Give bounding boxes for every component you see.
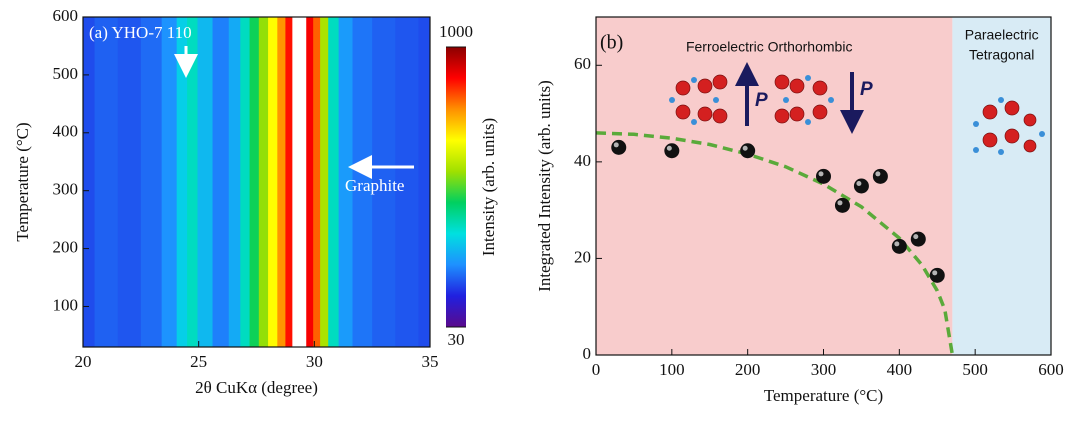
point-highlight bbox=[613, 142, 619, 148]
heatmap-cell bbox=[328, 17, 340, 347]
panel-b: Ferroelectric Orthorhombic Paraelectric Te… bbox=[535, 16, 1064, 405]
plot-frame bbox=[82, 16, 431, 348]
heatmap-cell bbox=[140, 17, 163, 347]
crystal-icons bbox=[669, 62, 1045, 155]
x-tick-label: 500 bbox=[962, 360, 988, 379]
heatmap-cell bbox=[258, 17, 269, 347]
heatmap-cell bbox=[372, 17, 396, 347]
y-axis-label: Temperature (°C) bbox=[13, 122, 32, 241]
data-point bbox=[853, 178, 869, 194]
x-tick-label: 20 bbox=[75, 352, 92, 371]
data-point bbox=[740, 143, 756, 159]
y-tick-label: 0 bbox=[583, 344, 592, 363]
heatmap-cell bbox=[418, 17, 431, 347]
heatmap-cell bbox=[212, 17, 230, 347]
y-tick-label: 100 bbox=[53, 295, 79, 314]
colorbar-label: Intensity (arb. units) bbox=[479, 118, 498, 256]
polarization-label: P bbox=[860, 79, 873, 100]
y-tick-label: 400 bbox=[53, 122, 79, 141]
heatmap-cell bbox=[197, 17, 214, 347]
heatmap-cell bbox=[161, 17, 178, 347]
y-tick-label: 200 bbox=[53, 237, 79, 256]
annotation: Graphite bbox=[345, 176, 404, 195]
panel-a: 20 25 30 35 100 200 300 400 500 600 2θ CuKα (degre… bbox=[13, 6, 498, 397]
point-highlight bbox=[932, 270, 938, 276]
point-highlight bbox=[856, 181, 862, 186]
heatmap-cell bbox=[320, 17, 329, 347]
data-point bbox=[872, 168, 888, 184]
heatmap-cell bbox=[299, 17, 307, 347]
heatmap-cell bbox=[292, 17, 300, 347]
heatmap-cell bbox=[249, 17, 260, 347]
y-tick-label: 60 bbox=[574, 54, 591, 73]
point-highlight bbox=[742, 145, 748, 151]
heatmap-cell bbox=[306, 17, 314, 347]
point-highlight bbox=[913, 234, 919, 240]
region bbox=[596, 17, 953, 355]
data-point bbox=[611, 139, 627, 155]
y-axis-label: Integrated Intensity (arb. units) bbox=[535, 80, 554, 292]
y-tick-label: 600 bbox=[53, 6, 79, 25]
region-label: Ferroelectric Orthorhombic bbox=[686, 39, 853, 55]
region-label: Paraelectric bbox=[965, 27, 1039, 43]
x-tick-label: 30 bbox=[306, 352, 323, 371]
point-highlight bbox=[837, 200, 843, 206]
x-tick-label: 35 bbox=[422, 352, 439, 371]
y-tick-label: 300 bbox=[53, 180, 79, 199]
x-tick-label: 100 bbox=[659, 360, 685, 379]
heatmap-cell bbox=[187, 17, 199, 347]
panel-label: (a) YHO-7 110 bbox=[89, 23, 192, 42]
heatmap-cell bbox=[338, 17, 354, 347]
colorbar-tick-label: 30 bbox=[448, 330, 465, 349]
polarization-label: P bbox=[755, 90, 768, 111]
heatmap-cell bbox=[285, 17, 293, 347]
panel-label: (b) bbox=[600, 32, 623, 54]
heatmap-cell bbox=[313, 17, 321, 347]
x-tick-label: 0 bbox=[592, 360, 601, 379]
heatmap-cell bbox=[277, 17, 286, 347]
heatmap-cell bbox=[352, 17, 373, 347]
data-point bbox=[664, 143, 680, 159]
point-highlight bbox=[875, 171, 881, 177]
x-axis-label: Temperature (°C) bbox=[764, 386, 883, 405]
fit-curve bbox=[595, 131, 955, 356]
x-axis-label: 2θ CuKα (degree) bbox=[195, 378, 318, 397]
region-label: Tetragonal bbox=[969, 47, 1034, 63]
point-highlight bbox=[818, 171, 824, 177]
x-tick-label: 300 bbox=[811, 360, 837, 379]
plot-frame bbox=[595, 16, 1052, 356]
heatmap-cell bbox=[117, 17, 142, 347]
data-point bbox=[834, 197, 850, 213]
x-tick-label: 25 bbox=[190, 352, 207, 371]
icon-ortho-2 bbox=[774, 74, 834, 125]
data-point bbox=[891, 238, 907, 254]
y-tick-label: 20 bbox=[574, 247, 591, 266]
colorbar-tick-label: 1000 bbox=[439, 22, 473, 41]
heatmap-cell bbox=[228, 17, 241, 347]
heatmap-cell bbox=[176, 17, 188, 347]
heatmap-cell bbox=[395, 17, 419, 347]
point-highlight bbox=[894, 241, 900, 247]
heatmap-cell bbox=[94, 17, 119, 347]
x-tick-label: 600 bbox=[1038, 360, 1064, 379]
y-tick-label: 40 bbox=[574, 151, 591, 170]
icon-ortho-1 bbox=[669, 74, 728, 125]
y-tick-label: 500 bbox=[53, 64, 79, 83]
point-highlight bbox=[666, 145, 672, 151]
data-point bbox=[816, 168, 831, 184]
heatmap-cell bbox=[268, 17, 278, 347]
data-point bbox=[910, 231, 926, 247]
x-tick-label: 400 bbox=[887, 360, 913, 379]
heatmap-cell bbox=[83, 17, 96, 347]
colorbar bbox=[446, 47, 466, 327]
heatmap-cell bbox=[240, 17, 251, 347]
region bbox=[952, 17, 1051, 355]
data-point bbox=[929, 267, 945, 283]
x-tick-label: 200 bbox=[735, 360, 761, 379]
icon-tetra bbox=[973, 97, 1045, 155]
